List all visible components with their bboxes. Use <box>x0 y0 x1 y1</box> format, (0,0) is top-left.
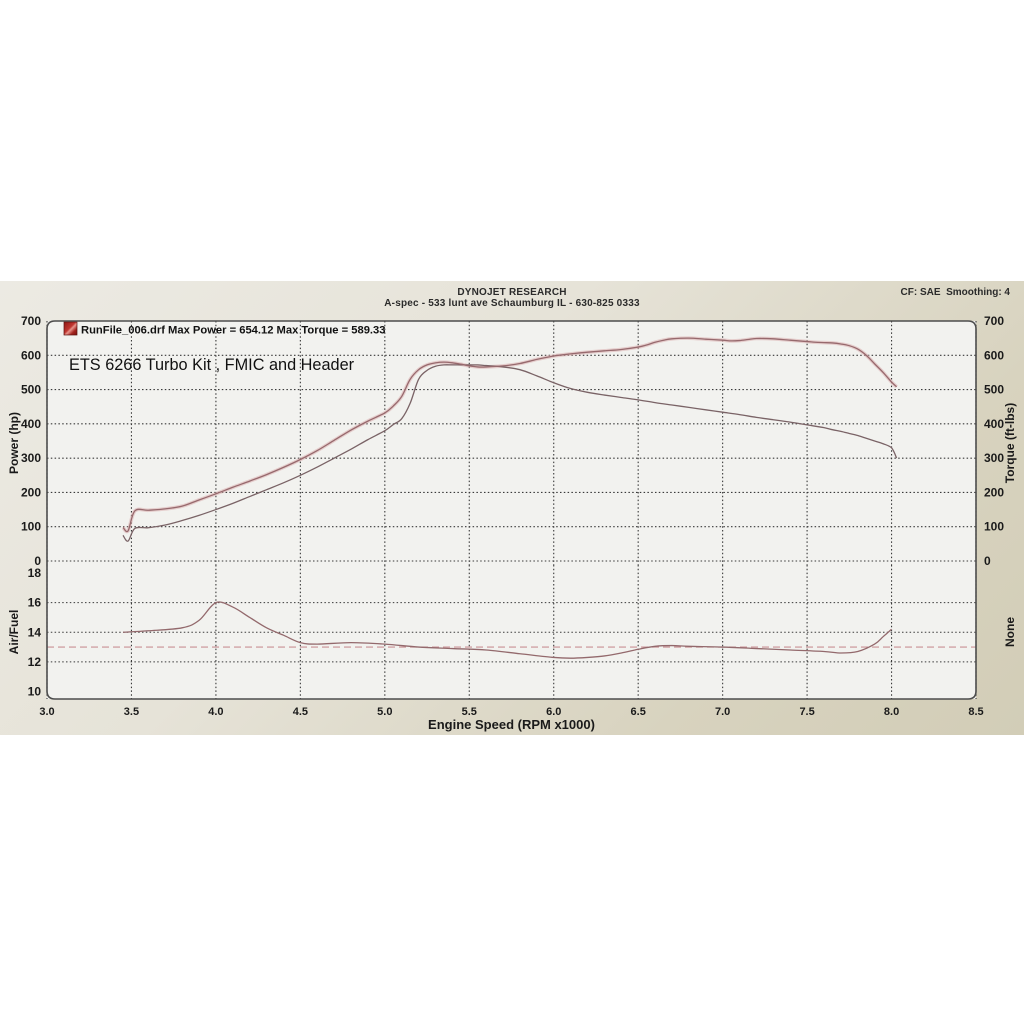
svg-text:700: 700 <box>21 314 41 328</box>
svg-text:200: 200 <box>21 485 41 499</box>
svg-text:16: 16 <box>28 596 42 610</box>
svg-text:7.5: 7.5 <box>799 706 814 718</box>
svg-text:4.0: 4.0 <box>208 706 223 718</box>
svg-text:RunFile_006.drf Max Power = 65: RunFile_006.drf Max Power = 654.12 Max T… <box>81 325 385 337</box>
svg-text:ETS 6266 Turbo Kit , FMIC and: ETS 6266 Turbo Kit , FMIC and Header <box>69 356 355 374</box>
svg-text:7.0: 7.0 <box>715 706 730 718</box>
svg-text:3.5: 3.5 <box>124 706 139 718</box>
svg-text:8.0: 8.0 <box>884 706 899 718</box>
svg-text:500: 500 <box>984 383 1004 397</box>
svg-text:6.5: 6.5 <box>631 706 646 718</box>
svg-text:500: 500 <box>21 383 41 397</box>
svg-text:8.5: 8.5 <box>968 706 983 718</box>
svg-text:600: 600 <box>984 348 1004 362</box>
svg-text:12: 12 <box>28 655 42 669</box>
svg-text:200: 200 <box>984 485 1004 499</box>
svg-text:400: 400 <box>21 417 41 431</box>
svg-text:5.0: 5.0 <box>377 706 392 718</box>
svg-text:400: 400 <box>984 417 1004 431</box>
svg-text:600: 600 <box>21 348 41 362</box>
svg-text:14: 14 <box>28 625 42 639</box>
svg-text:300: 300 <box>21 451 41 465</box>
svg-text:Engine Speed (RPM x1000): Engine Speed (RPM x1000) <box>428 717 595 732</box>
svg-text:4.5: 4.5 <box>293 706 308 718</box>
svg-text:100: 100 <box>984 520 1004 534</box>
svg-text:18: 18 <box>28 566 42 580</box>
svg-text:10: 10 <box>28 685 42 699</box>
svg-text:3.0: 3.0 <box>39 706 54 718</box>
svg-text:100: 100 <box>21 520 41 534</box>
svg-text:700: 700 <box>984 314 1004 328</box>
svg-text:300: 300 <box>984 451 1004 465</box>
svg-text:0: 0 <box>984 554 991 568</box>
